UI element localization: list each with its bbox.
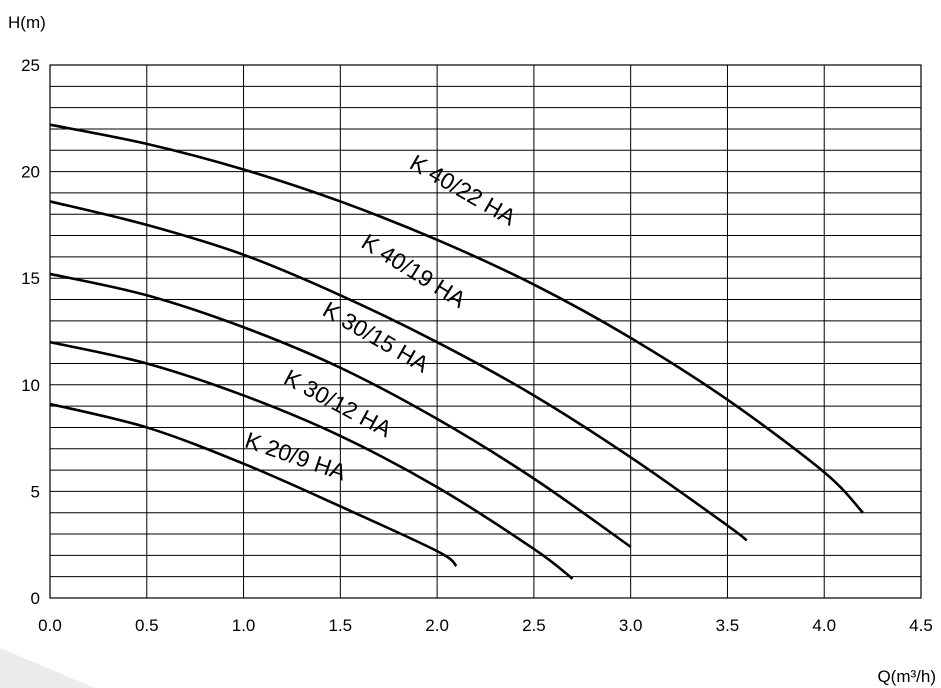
decorative-corner (0, 648, 95, 688)
pump-curve (49, 123, 864, 514)
y-axis-title: H(m) (8, 13, 46, 32)
x-tick-label: 1.0 (232, 616, 256, 635)
x-tick-label: 1.5 (329, 616, 353, 635)
y-tick-label: 25 (21, 56, 40, 75)
x-tick-label: 4.5 (909, 616, 933, 635)
x-tick-label: 0.5 (135, 616, 159, 635)
pump-curves (49, 123, 864, 580)
y-tick-label: 20 (21, 163, 40, 182)
x-tick-labels: 0.0 0.5 1.0 1.5 2.0 2.5 3.0 3.5 4.0 4.5 (38, 616, 933, 635)
pump-curve (49, 340, 574, 580)
series-label: K 30/12 HA (280, 364, 397, 442)
x-tick-label: 3.0 (619, 616, 643, 635)
y-tick-label: 5 (31, 482, 40, 501)
x-tick-label: 4.0 (812, 616, 836, 635)
series-labels: K 20/9 HAK 30/12 HAK 30/15 HAK 40/19 HAK… (242, 149, 521, 486)
pump-curve (49, 402, 458, 568)
plot-frame (49, 64, 922, 599)
pump-curve (49, 272, 632, 548)
pump-curve (49, 200, 748, 542)
y-tick-label: 15 (21, 269, 40, 288)
y-tick-labels: 0 5 10 15 20 25 (21, 56, 40, 608)
x-axis-title: Q(m³/h) (877, 667, 936, 686)
series-label: K 40/19 HA (357, 228, 471, 313)
x-tick-label: 0.0 (38, 616, 62, 635)
grid-lines (49, 64, 922, 599)
y-tick-label: 0 (31, 589, 40, 608)
series-label: K 40/22 HA (406, 149, 521, 231)
x-tick-label: 3.5 (716, 616, 740, 635)
series-label: K 20/9 HA (242, 427, 350, 486)
x-tick-label: 2.0 (425, 616, 449, 635)
x-tick-label: 2.5 (522, 616, 546, 635)
y-tick-label: 10 (21, 376, 40, 395)
